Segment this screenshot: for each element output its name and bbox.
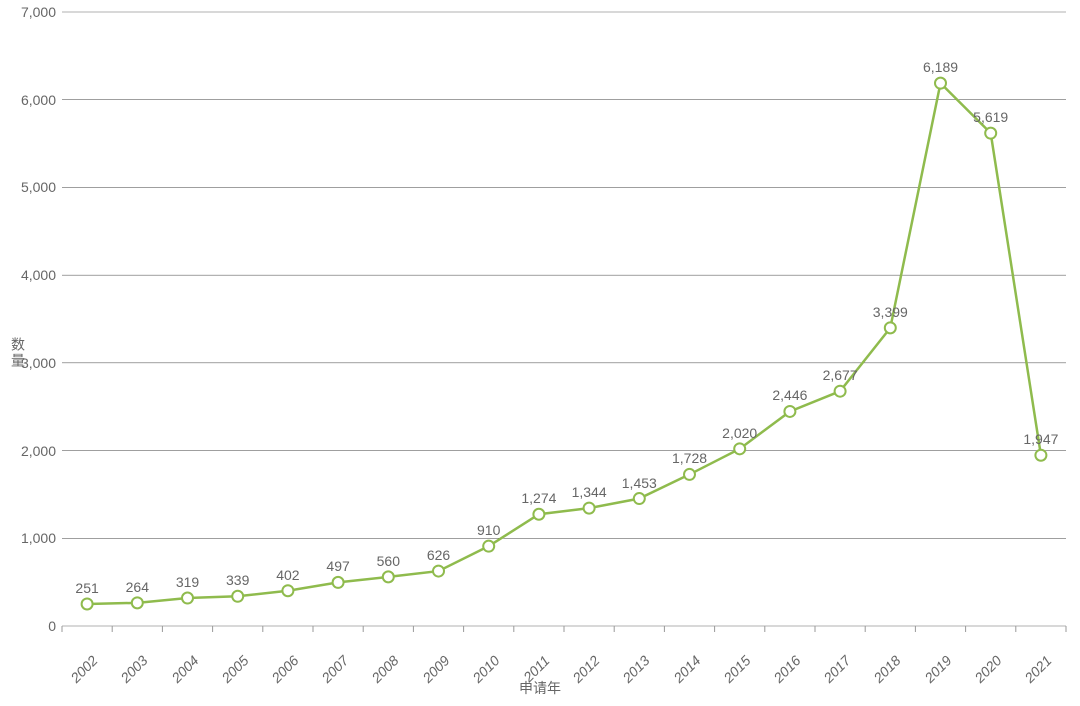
data-value-label: 264 [126, 579, 149, 595]
data-value-label: 251 [75, 580, 98, 596]
data-marker [835, 386, 846, 397]
data-marker [282, 585, 293, 596]
data-value-label: 6,189 [923, 59, 958, 75]
data-value-label: 3,399 [873, 304, 908, 320]
data-value-label: 2,020 [722, 425, 757, 441]
y-tick-label: 0 [48, 618, 56, 634]
data-value-label: 1,453 [622, 475, 657, 491]
data-marker [784, 406, 795, 417]
chart-svg [0, 0, 1080, 706]
data-value-label: 1,947 [1023, 431, 1058, 447]
data-value-label: 2,677 [823, 367, 858, 383]
y-tick-label: 2,000 [21, 443, 56, 459]
data-marker [584, 503, 595, 514]
data-value-label: 402 [276, 567, 299, 583]
data-marker [333, 577, 344, 588]
data-value-label: 2,446 [772, 387, 807, 403]
data-marker [885, 322, 896, 333]
data-value-label: 1,274 [521, 490, 556, 506]
data-marker [935, 78, 946, 89]
data-marker [634, 493, 645, 504]
data-marker [383, 571, 394, 582]
y-tick-label: 1,000 [21, 530, 56, 546]
data-line [87, 83, 1041, 604]
data-value-label: 560 [377, 553, 400, 569]
y-tick-label: 3,000 [21, 355, 56, 371]
data-marker [533, 509, 544, 520]
data-marker [182, 593, 193, 604]
data-marker [232, 591, 243, 602]
line-chart-container: 数量 申请年 01,0002,0003,0004,0005,0006,0007,… [0, 0, 1080, 706]
y-tick-label: 7,000 [21, 4, 56, 20]
data-marker [433, 566, 444, 577]
y-tick-label: 4,000 [21, 267, 56, 283]
data-value-label: 339 [226, 572, 249, 588]
data-value-label: 910 [477, 522, 500, 538]
y-tick-label: 6,000 [21, 92, 56, 108]
data-value-label: 1,344 [572, 484, 607, 500]
y-tick-label: 5,000 [21, 179, 56, 195]
data-value-label: 626 [427, 547, 450, 563]
data-marker [82, 598, 93, 609]
data-marker [734, 443, 745, 454]
data-value-label: 5,619 [973, 109, 1008, 125]
data-marker [132, 597, 143, 608]
data-marker [985, 128, 996, 139]
data-marker [483, 541, 494, 552]
data-value-label: 319 [176, 574, 199, 590]
data-marker [684, 469, 695, 480]
data-value-label: 497 [326, 558, 349, 574]
data-marker [1035, 450, 1046, 461]
data-value-label: 1,728 [672, 450, 707, 466]
